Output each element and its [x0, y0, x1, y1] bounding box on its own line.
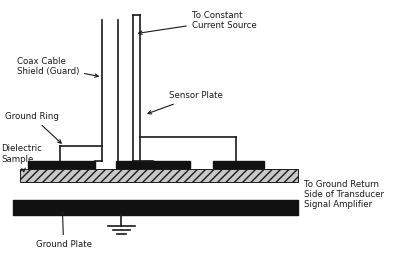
Text: Ground Plate: Ground Plate	[36, 212, 92, 249]
Bar	[213, 161, 264, 168]
Bar	[20, 169, 298, 182]
Text: To Constant
Current Source: To Constant Current Source	[139, 11, 256, 34]
Text: To Ground Return
Side of Transducer
Signal Amplifier: To Ground Return Side of Transducer Sign…	[304, 180, 384, 209]
Bar	[116, 161, 190, 168]
Bar	[28, 161, 95, 168]
Text: Ground Ring: Ground Ring	[5, 112, 61, 143]
Text: Sensor Plate: Sensor Plate	[148, 91, 223, 114]
Text: Coax Cable
Shield (Guard): Coax Cable Shield (Guard)	[17, 57, 98, 77]
Bar	[13, 200, 298, 215]
Text: Dielectric
Sample: Dielectric Sample	[1, 144, 42, 172]
